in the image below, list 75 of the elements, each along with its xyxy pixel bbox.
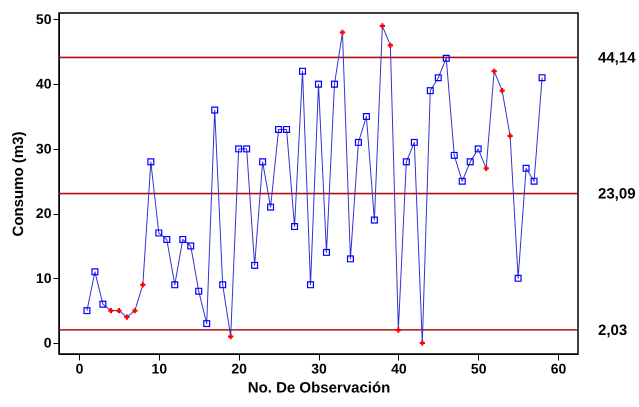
point [522, 164, 530, 172]
point [354, 138, 362, 146]
point [283, 126, 290, 133]
point [370, 216, 378, 224]
point [322, 248, 330, 256]
point [330, 80, 338, 88]
point [155, 229, 162, 237]
y-tick-label: 50 [36, 10, 52, 27]
ref-line-label: 23,09 [598, 186, 636, 203]
y-tick-label: 40 [36, 76, 52, 92]
x-tick-label: 10 [152, 360, 168, 376]
point [140, 282, 146, 288]
point [195, 288, 202, 295]
y-axis-title: Consumo (m3) [10, 131, 27, 236]
point [450, 152, 458, 159]
point [434, 74, 442, 82]
point [116, 308, 122, 314]
point [484, 166, 489, 171]
point [91, 268, 98, 276]
point [307, 281, 314, 288]
x-tick-label: 40 [391, 360, 407, 376]
ref-line-label: 2,03 [598, 322, 628, 339]
point [388, 42, 394, 48]
point [362, 113, 370, 120]
point [530, 178, 538, 185]
point [83, 307, 90, 314]
point [228, 334, 234, 340]
point [492, 68, 497, 74]
point [410, 138, 418, 146]
point [259, 158, 266, 166]
point [108, 308, 114, 314]
point [179, 236, 186, 243]
point [187, 242, 194, 250]
point [99, 300, 106, 308]
point [132, 308, 138, 314]
point [219, 281, 226, 288]
point [211, 106, 218, 114]
point [507, 133, 513, 139]
x-tick-label: 60 [550, 360, 567, 376]
point [380, 23, 386, 29]
point [538, 74, 546, 82]
ref-line-label: 44,14 [598, 49, 636, 66]
point [426, 87, 434, 94]
point [514, 274, 522, 282]
point [500, 88, 505, 94]
point [171, 281, 178, 288]
point [203, 320, 210, 328]
y-tick-label: 20 [36, 205, 52, 222]
point [466, 158, 474, 166]
point [420, 340, 425, 346]
point [402, 158, 410, 166]
y-tick-label: 30 [36, 140, 52, 156]
point [163, 236, 170, 243]
point [235, 145, 242, 152]
point [243, 145, 250, 152]
x-tick-label: 50 [470, 360, 487, 376]
x-tick-label: 20 [231, 360, 248, 376]
point [314, 80, 322, 88]
point [396, 327, 401, 333]
point [267, 204, 274, 211]
x-tick-label: 30 [311, 360, 327, 376]
x-tick-label: 0 [76, 360, 84, 376]
x-axis-title: No. De Observación [248, 380, 390, 396]
y-tick-label: 0 [44, 334, 52, 350]
point [442, 54, 450, 62]
point [147, 158, 154, 166]
point [251, 262, 258, 269]
point [124, 314, 130, 320]
point [458, 178, 466, 185]
point [474, 145, 482, 152]
point [346, 255, 354, 262]
point [275, 126, 282, 133]
y-tick-label: 10 [36, 270, 52, 286]
point [291, 223, 298, 230]
point [299, 68, 306, 75]
